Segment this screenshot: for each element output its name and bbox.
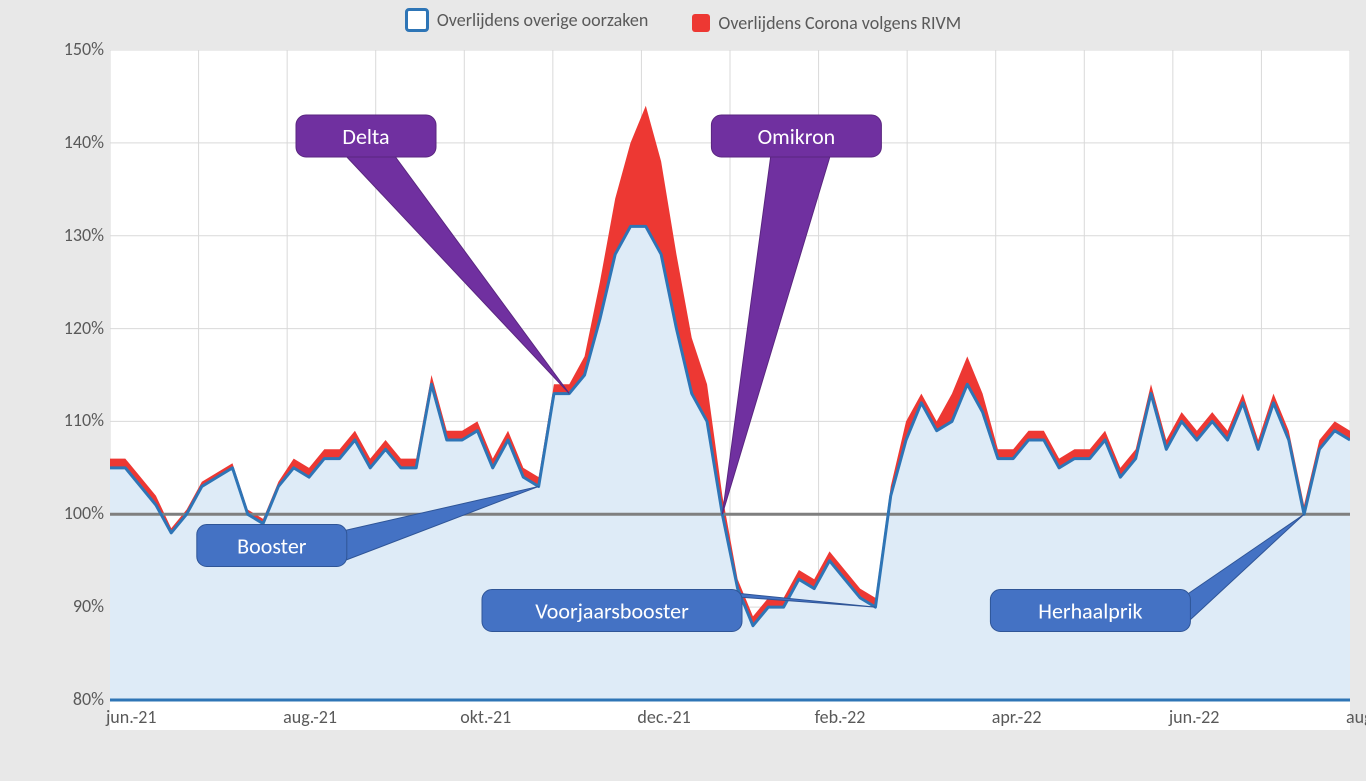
y-tick-label: 110% <box>64 409 104 431</box>
x-tick-label: aug.-22 <box>1346 706 1366 728</box>
y-tick-label: 140% <box>64 131 104 153</box>
x-tick-label: jun.-21 <box>106 706 157 728</box>
legend-item-red: Overlijdens Corona volgens RIVM <box>692 12 961 34</box>
y-tick-label: 80% <box>73 688 104 710</box>
x-tick-label: dec.-21 <box>637 706 690 728</box>
mortality-chart: Overlijdens overige oorzaken Overlijdens… <box>0 0 1366 781</box>
legend-item-blue: Overlijdens overige oorzaken <box>405 8 648 32</box>
x-tick-label: okt.-21 <box>460 706 511 728</box>
x-tick-label: apr.-22 <box>992 706 1042 728</box>
legend-label: Overlijdens overige oorzaken <box>437 9 648 31</box>
legend: Overlijdens overige oorzaken Overlijdens… <box>0 8 1366 37</box>
legend-swatch-red-icon <box>692 14 710 32</box>
y-tick-label: 90% <box>73 595 104 617</box>
x-tick-label: jun.-22 <box>1169 706 1220 728</box>
x-tick-label: feb.-22 <box>815 706 866 728</box>
legend-swatch-line-icon <box>405 8 429 32</box>
plot-svg <box>110 50 1350 730</box>
y-tick-label: 100% <box>64 502 104 524</box>
x-tick-label: aug.-21 <box>283 706 337 728</box>
y-tick-label: 120% <box>64 317 104 339</box>
y-tick-label: 130% <box>64 224 104 246</box>
legend-label: Overlijdens Corona volgens RIVM <box>718 12 961 34</box>
y-tick-label: 150% <box>64 38 104 60</box>
plot-area <box>110 50 1350 730</box>
